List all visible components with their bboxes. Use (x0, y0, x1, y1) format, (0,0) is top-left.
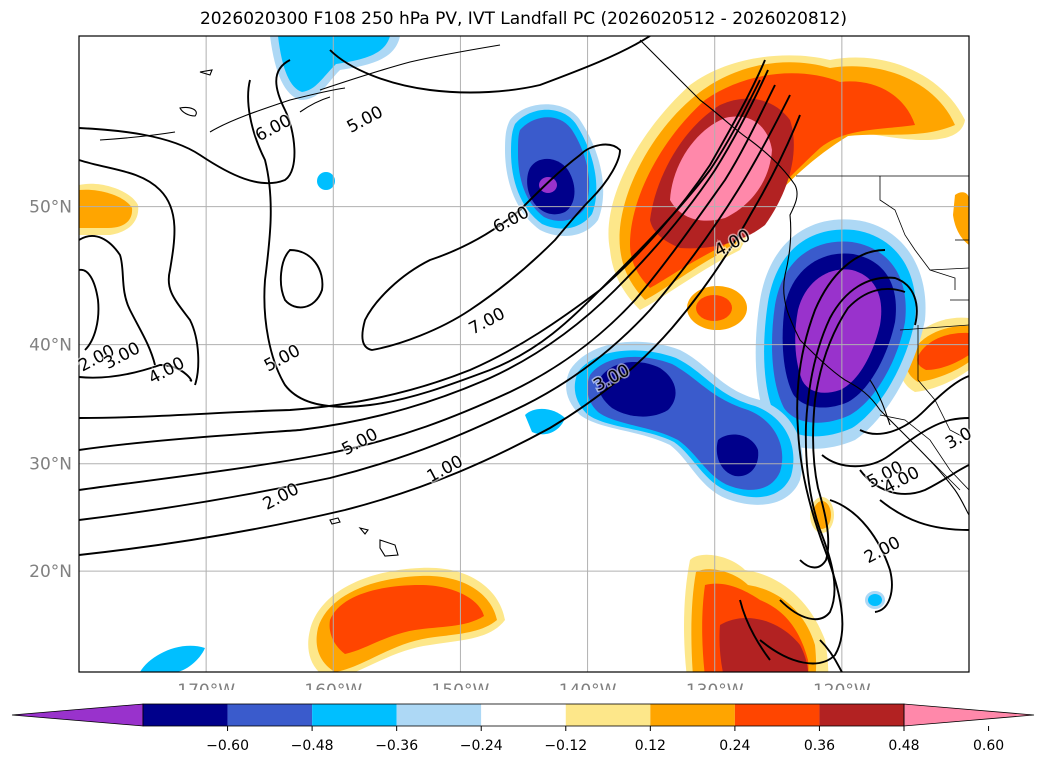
ivt-contours (79, 36, 969, 672)
longitude-tick-labels: 170°W 160°W 150°W 140°W 130°W 120°W (177, 681, 871, 690)
colorbar-tick-label: −0.60 (206, 738, 249, 754)
colorbar-segment (481, 704, 566, 726)
colorbar-tick-labels: −0.60 −0.48 −0.36 −0.24 −0.12 0.12 0.24 0.36 0.4… (206, 726, 1004, 754)
longitude-tick-label: 130°W (686, 681, 744, 690)
coastlines (99, 39, 969, 557)
colorbar-segment (565, 704, 651, 726)
map-frame (78, 35, 970, 673)
colorbar-segments (11, 703, 1035, 727)
colorbar-frame (142, 703, 905, 727)
colorbar-tick-label: 0.36 (804, 738, 835, 754)
colorbar-tick-label: 0.60 (973, 738, 1004, 754)
colorbar-tick-label: 0.12 (635, 738, 666, 754)
negative-anomaly-north (140, 36, 885, 672)
colorbar-tick-label: −0.12 (544, 738, 587, 754)
colorbar-segment (227, 704, 313, 726)
colorbar-extension-high (903, 703, 1035, 727)
positive-anomaly-west (79, 183, 139, 235)
colorbar-tick-label: −0.48 (291, 738, 334, 754)
latitude-tick-label: 20°N (29, 562, 72, 582)
map-panel: 5.006.006.007.005.002.003.00 4.00 3.005.00… (29, 35, 977, 690)
positive-anomaly-central-south (308, 567, 505, 672)
colorbar-segment (650, 704, 735, 726)
longitude-tick-label: 150°W (432, 681, 490, 690)
latitude-tick-label: 30°N (29, 455, 72, 475)
colorbar-segment (396, 704, 482, 726)
latitude-tick-label: 50°N (29, 198, 72, 218)
negative-anomaly-california (755, 219, 926, 449)
positive-anomaly-south (684, 554, 829, 672)
colorbar-segment (734, 704, 820, 726)
gridlines (79, 36, 969, 672)
longitude-tick-label: 170°W (177, 681, 235, 690)
colorbar-tick-label: 0.48 (888, 738, 919, 754)
colorbar-segment (312, 704, 397, 726)
longitude-tick-label: 160°W (304, 681, 362, 690)
latitude-tick-labels: 20°N 30°N 40°N 50°N (29, 198, 72, 583)
colorbar-tick-label: 0.24 (719, 738, 750, 754)
colorbar-tick-label: −0.24 (460, 738, 503, 754)
longitude-tick-label: 120°W (813, 681, 871, 690)
plot-title: 2026020300 F108 250 hPa PV, IVT Landfall… (199, 9, 847, 29)
colorbar-extension-low (11, 703, 144, 727)
latitude-tick-label: 40°N (29, 336, 72, 356)
colorbar-segment (143, 704, 228, 726)
longitude-tick-label: 140°W (559, 681, 617, 690)
colorbar-segment (819, 704, 904, 726)
colorbar-tick-label: −0.36 (375, 738, 418, 754)
